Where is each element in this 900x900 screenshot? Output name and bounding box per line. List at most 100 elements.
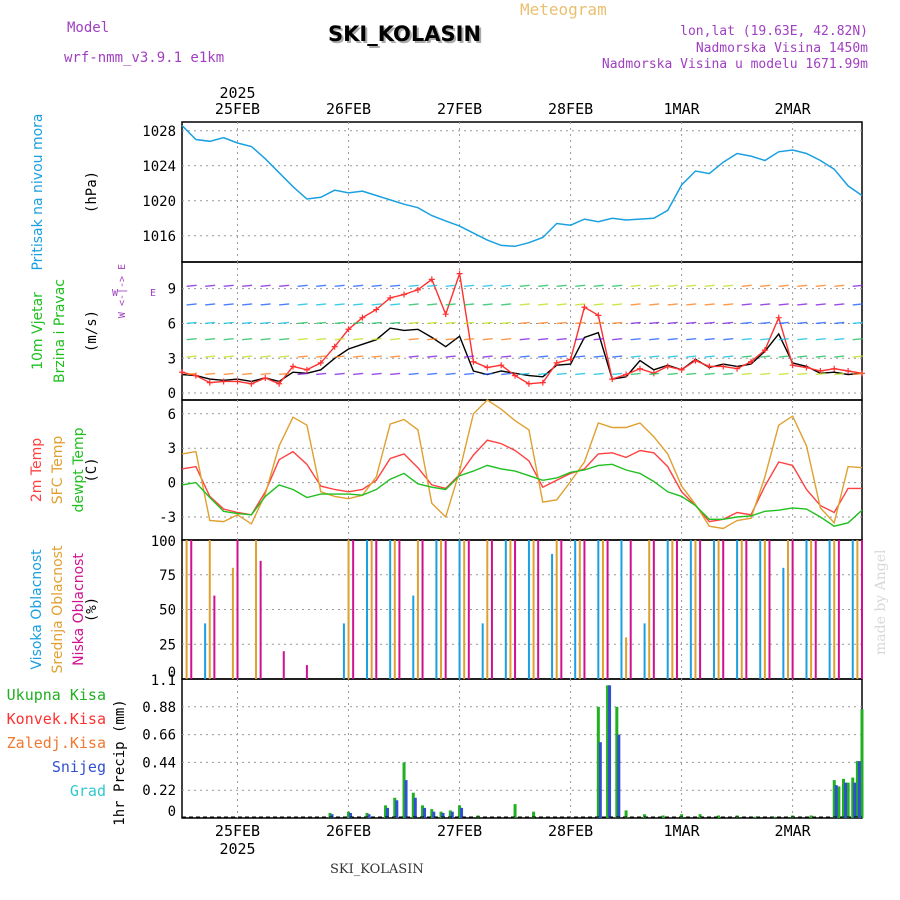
wind-arrow: [778, 303, 789, 306]
wind-arrow: [205, 321, 216, 325]
wind-arrow: [427, 355, 438, 358]
bar-precip_total: [698, 814, 702, 818]
bar-cloud_high: [389, 540, 392, 679]
bar-precip_total: [624, 810, 628, 818]
wind-arrow: [279, 355, 290, 358]
wind-arrow: [723, 284, 734, 288]
bar-cloud_high: [481, 623, 484, 679]
bar-cloud_mid: [347, 540, 350, 679]
wind-arrow: [371, 284, 382, 288]
wind-arrow: [704, 372, 715, 376]
x-tick-bottom-4: 1MAR: [664, 822, 701, 840]
bar-cloud_mid: [208, 540, 211, 679]
wind-arrow: [797, 372, 808, 376]
wind-arrow: [556, 355, 567, 358]
wind-arrow: [334, 321, 345, 325]
bar-cloud_low: [768, 540, 771, 679]
precip-label-0: Ukupna Kisa: [7, 686, 106, 704]
wind-arrow: [556, 338, 567, 341]
wind-arrow: [556, 372, 567, 376]
wind-arrow: [297, 284, 308, 288]
bar-cloud_low: [282, 651, 285, 679]
gust-marker: [498, 362, 505, 369]
bar-precip_snow: [423, 807, 427, 818]
gust-marker: [276, 380, 283, 387]
wind-arrow: [723, 303, 734, 306]
bar-cloud_mid: [648, 540, 651, 679]
bar-precip_snow: [834, 785, 838, 818]
wind-arrow: [427, 338, 438, 341]
wind-arrow: [260, 355, 271, 358]
wind-compass-e: E: [150, 288, 156, 299]
bar-precip_snow: [608, 685, 612, 818]
wind-arrow: [186, 321, 197, 325]
wind-arrow: [482, 321, 493, 325]
wind-arrow: [353, 372, 364, 376]
gust-marker: [789, 362, 796, 369]
wind-unit: (m/s): [84, 310, 100, 352]
gust-marker: [303, 366, 310, 373]
wind-arrow: [371, 355, 382, 358]
y-tick-precip-3: 0.66: [142, 728, 176, 744]
gust-marker: [775, 314, 782, 321]
bar-cloud_low: [352, 540, 355, 679]
wind-arrow: [630, 303, 641, 306]
wind-arrow: [575, 372, 586, 376]
bar-cloud_low: [375, 540, 378, 679]
panel-frame-0: [181, 121, 863, 263]
bar-precip_total: [643, 814, 647, 818]
wind-arrow: [186, 338, 197, 341]
bar-cloud_low: [190, 540, 193, 679]
wind-arrow: [815, 338, 826, 341]
temperature-label-1: SFC Temp: [50, 436, 66, 505]
wind-arrow: [834, 284, 845, 288]
y-tick-temperature-2: 3: [168, 441, 176, 457]
wind-arrow: [556, 303, 567, 306]
y-tick-cloud-1: 25: [159, 637, 176, 653]
wind-arrow: [575, 321, 586, 325]
pressure-unit: (hPa): [84, 171, 100, 213]
wind-arrow: [390, 284, 401, 288]
wind-arrow: [797, 284, 808, 288]
bar-precip_total: [837, 786, 841, 818]
wind-arrow: [797, 321, 808, 325]
series-temp_sfc: [181, 399, 863, 530]
wind-arrow: [427, 321, 438, 325]
wind-arrow: [612, 303, 623, 306]
wind-arrow: [242, 338, 253, 341]
bar-cloud_low: [421, 540, 424, 679]
gust-marker: [678, 366, 685, 373]
x-tick-bottom-2: 27FEB: [437, 822, 482, 840]
series-dewpt: [181, 463, 863, 527]
gust-marker: [831, 365, 838, 372]
wind-arrow: [704, 355, 715, 358]
wind-arrow: [834, 355, 845, 358]
y-tick-temperature-1: 0: [168, 476, 176, 492]
panel-frame-2: [181, 399, 863, 541]
x-tick-bottom-1: 26FEB: [326, 822, 371, 840]
gust-marker: [456, 270, 463, 277]
wind-arrow: [778, 355, 789, 358]
wind-arrow: [464, 338, 475, 341]
y-tick-cloud-4: 100: [151, 534, 176, 550]
wind-arrow: [852, 321, 863, 325]
bar-cloud_low: [583, 540, 586, 679]
wind-arrow: [852, 355, 863, 358]
wind-arrow: [242, 284, 253, 288]
wind-label-0: 10m Vjetar: [30, 292, 46, 370]
bar-cloud_high: [666, 540, 669, 679]
wind-arrow: [741, 284, 752, 288]
bar-cloud_low: [837, 540, 840, 679]
bar-cloud_mid: [786, 540, 789, 679]
gust-marker: [512, 372, 519, 379]
wind-arrow: [834, 372, 845, 376]
wind-arrow: [297, 321, 308, 325]
wind-arrow: [445, 372, 456, 376]
y-tick-precip-1: 0.22: [142, 783, 176, 799]
wind-arrow: [741, 321, 752, 325]
bar-cloud_high: [736, 540, 739, 679]
y-tick-cloud-2: 50: [159, 603, 176, 619]
bar-precip_snow: [450, 811, 454, 818]
wind-arrow: [260, 303, 271, 306]
bar-cloud_high: [412, 595, 415, 679]
